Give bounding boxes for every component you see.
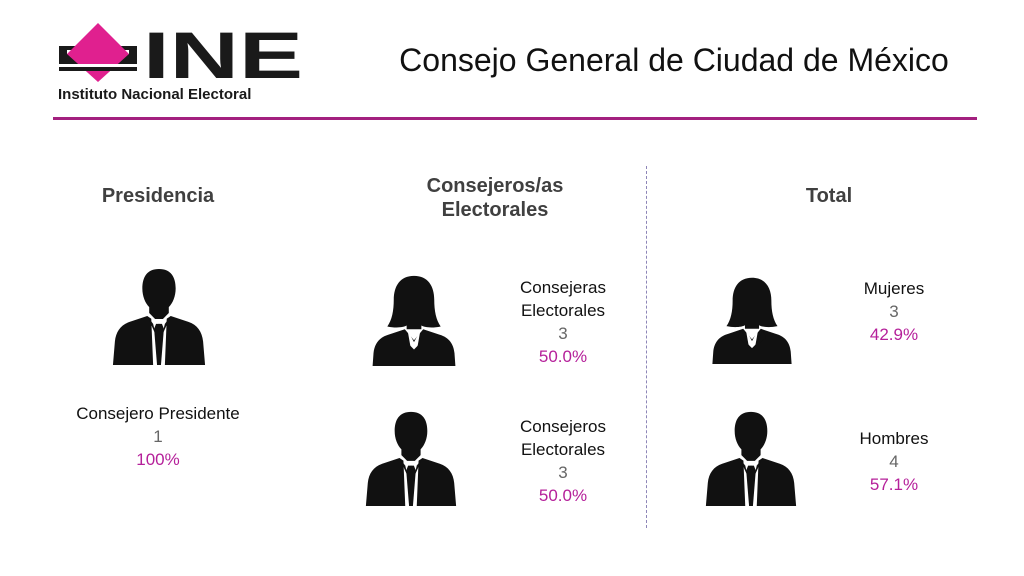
hombres-count: 4 [889,452,899,471]
presidencia-heading: Presidencia [101,185,215,207]
institute-name: Instituto Nacional Electoral [58,86,252,103]
consejeras-label-line1: Consejeras [520,278,606,297]
presidente-stat: Consejero Presidente 1 100% [48,402,268,471]
male-silhouette-icon [110,266,208,366]
consejeros-label-line1: Consejeros [520,417,606,436]
mujeres-count: 3 [889,302,899,321]
ine-emblem-icon: INE [59,18,303,92]
presidente-count: 1 [153,427,163,446]
consejeros-heading-line1: Consejeros/as [426,175,564,197]
mujeres-label: Mujeres [863,279,925,298]
mujeres-percent: 42.9% [869,325,919,344]
consejeros-label-line2: Electorales [520,440,606,459]
consejeras-count: 3 [558,324,568,343]
consejeros-heading-line2: Electorales [441,199,549,221]
hombres-percent: 57.1% [869,475,919,494]
total-heading: Total [805,185,853,207]
hombres-label: Hombres [859,429,929,448]
mujeres-stat: Mujeres 3 42.9% [834,277,954,346]
header-divider [53,117,977,120]
consejeros-heading: Consejeros/as Electorales [395,174,595,222]
ine-logo: INE Instituto Nacional Electoral [55,18,310,110]
hombres-stat: Hombres 4 57.1% [834,427,954,496]
consejeros-percent: 50.0% [538,486,588,505]
presidente-percent: 100% [136,450,180,469]
consejeros-count: 3 [558,463,568,482]
presidente-label: Consejero Presidente [76,404,240,423]
male-silhouette-icon [703,408,799,508]
female-silhouette-icon [708,270,796,370]
female-silhouette-icon [368,270,460,370]
consejeros-stat: Consejeros Electorales 3 50.0% [503,415,623,507]
consejeras-label-line2: Electorales [520,301,606,320]
section-divider [646,166,647,528]
male-silhouette-icon [363,408,459,508]
ine-wordmark: INE [143,20,303,90]
page-title: Consejo General de Ciudad de México [399,42,949,78]
consejeras-stat: Consejeras Electorales 3 50.0% [503,276,623,368]
consejeras-percent: 50.0% [538,347,588,366]
